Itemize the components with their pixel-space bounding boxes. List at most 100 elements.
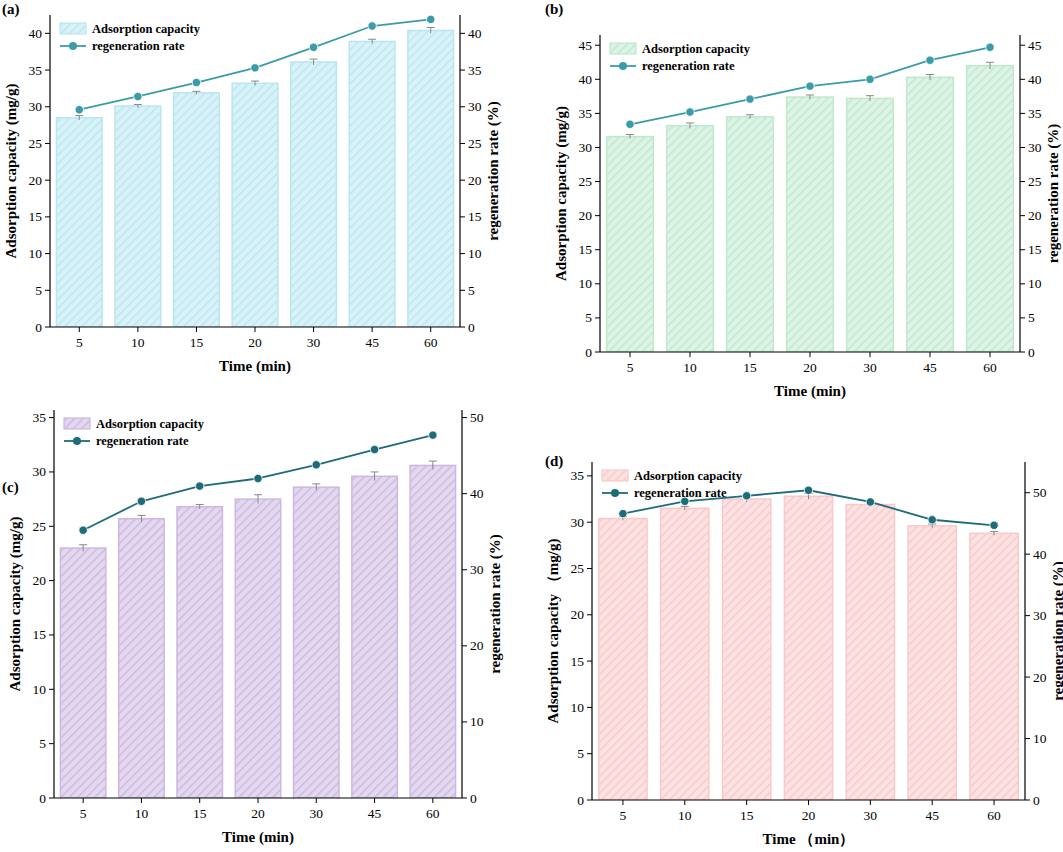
y-axis-line bbox=[53, 410, 54, 798]
y-tick-label: 30 bbox=[571, 515, 585, 530]
x-tick-label: 20 bbox=[248, 335, 262, 350]
x-tick bbox=[316, 798, 317, 803]
panel-title: (d) bbox=[545, 453, 563, 470]
x-tick-label: 10 bbox=[135, 806, 149, 821]
marker bbox=[804, 486, 812, 494]
y-tick bbox=[595, 352, 600, 353]
y2-axis-line bbox=[459, 15, 460, 327]
y2-tick bbox=[462, 417, 467, 418]
x-tick bbox=[374, 798, 375, 803]
y2-tick-label: 0 bbox=[1033, 793, 1040, 808]
marker bbox=[626, 120, 634, 128]
y2-tick bbox=[1020, 249, 1025, 250]
x-tick-label: 45 bbox=[368, 806, 382, 821]
y-tick-label: 0 bbox=[585, 345, 592, 360]
y2-tick bbox=[462, 721, 467, 722]
y-tick-label: 15 bbox=[571, 654, 585, 669]
y-tick bbox=[49, 471, 54, 472]
marker bbox=[619, 509, 627, 517]
x-tick-label: 45 bbox=[923, 360, 937, 375]
marker bbox=[686, 108, 694, 116]
y-tick bbox=[45, 180, 50, 181]
x-tick bbox=[137, 327, 138, 332]
plot-area bbox=[599, 486, 1018, 800]
error-bar bbox=[990, 531, 998, 535]
legend-swatch bbox=[60, 23, 86, 34]
y2-tick-label: 10 bbox=[470, 714, 484, 729]
y2-tick bbox=[1025, 800, 1030, 801]
y-tick-label: 25 bbox=[571, 561, 585, 576]
y2-tick bbox=[460, 33, 465, 34]
legend: Adsorption capacityregeneration rate bbox=[610, 42, 751, 73]
bar bbox=[56, 118, 102, 327]
legend-label: regeneration rate bbox=[96, 434, 189, 448]
y-tick bbox=[49, 526, 54, 527]
error-bar bbox=[254, 495, 262, 504]
y2-tick bbox=[460, 180, 465, 181]
y-tick bbox=[45, 33, 50, 34]
y-axis-label: Adsorption capacity (mg/g) bbox=[553, 106, 570, 281]
y2-tick-label: 40 bbox=[1033, 547, 1047, 562]
y-tick bbox=[45, 70, 50, 71]
line bbox=[630, 47, 990, 124]
bar bbox=[661, 508, 709, 800]
y-tick bbox=[587, 661, 592, 662]
marker bbox=[986, 43, 994, 51]
error-bar bbox=[137, 515, 145, 522]
y-axis-label: Adsorption capacity (mg/g) bbox=[7, 517, 24, 692]
error-bar bbox=[681, 506, 689, 510]
y2-tick bbox=[460, 253, 465, 254]
x-tick bbox=[622, 800, 623, 805]
y2-tick bbox=[462, 569, 467, 570]
x-axis-label: Time (min) bbox=[219, 358, 291, 375]
y2-tick-label: 0 bbox=[468, 320, 475, 335]
legend-label: regeneration rate bbox=[634, 486, 727, 500]
x-axis-label: Time (min) bbox=[222, 829, 294, 846]
error-bar bbox=[310, 59, 318, 65]
bar bbox=[723, 499, 771, 800]
y2-tick-label: 10 bbox=[1033, 731, 1047, 746]
x-tick-label: 60 bbox=[426, 806, 440, 821]
y2-tick-label: 50 bbox=[1033, 485, 1047, 500]
y2-axis-line bbox=[1019, 35, 1020, 352]
y-tick-label: 0 bbox=[35, 320, 42, 335]
y-tick bbox=[595, 249, 600, 250]
y-tick bbox=[45, 290, 50, 291]
line bbox=[79, 19, 430, 109]
x-tick bbox=[932, 800, 933, 805]
y2-axis-label: regeneration rate (%) bbox=[1045, 124, 1062, 264]
y-tick-label: 40 bbox=[29, 26, 43, 41]
legend-label: Adsorption capacity bbox=[634, 469, 743, 483]
x-tick-label: 15 bbox=[743, 360, 757, 375]
bar bbox=[349, 41, 395, 327]
bar bbox=[352, 476, 397, 798]
y2-tick bbox=[1025, 615, 1030, 616]
x-tick bbox=[808, 800, 809, 805]
y2-tick-label: 5 bbox=[468, 283, 475, 298]
legend-marker bbox=[69, 42, 77, 50]
bar bbox=[291, 62, 337, 327]
panel-title: (a) bbox=[2, 1, 20, 18]
marker bbox=[926, 56, 934, 64]
y2-axis-line bbox=[461, 410, 462, 798]
y-axis-label: Adsorption capacity (mg/g) bbox=[3, 84, 20, 259]
marker bbox=[429, 431, 437, 439]
y-tick bbox=[45, 143, 50, 144]
y-tick bbox=[587, 568, 592, 569]
plot-area bbox=[60, 431, 455, 798]
y-tick-label: 20 bbox=[571, 607, 585, 622]
error-bar bbox=[79, 545, 87, 552]
x-tick bbox=[810, 352, 811, 357]
error-bar bbox=[686, 123, 694, 128]
y2-tick bbox=[1020, 181, 1025, 182]
y2-tick bbox=[1020, 283, 1025, 284]
legend: Adsorption capacity regeneration rate bbox=[602, 469, 743, 500]
y-tick-label: 5 bbox=[35, 283, 42, 298]
error-bar bbox=[196, 505, 204, 509]
plot-area bbox=[607, 43, 1014, 352]
y2-tick bbox=[460, 327, 465, 328]
panel: (a)0510152025303540051015202530354051015… bbox=[2, 1, 502, 375]
x-tick bbox=[258, 798, 259, 803]
x-tick bbox=[372, 327, 373, 332]
y2-tick bbox=[462, 798, 467, 799]
